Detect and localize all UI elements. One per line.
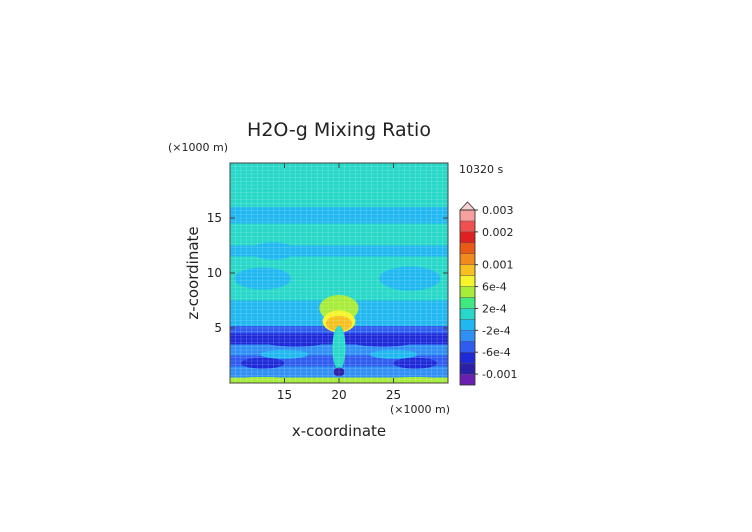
data-features [234,209,443,383]
y-tick-label: 5 [214,321,222,335]
x-unit-label: (×1000 m) [390,403,450,416]
y-unit-label: (×1000 m) [168,141,228,154]
plot-gridlines [230,163,448,383]
colorbar-swatch [459,297,476,309]
x-tick-label: 15 [277,388,292,402]
y-axis-ticks: 5 10 15 [207,211,448,335]
data-feature [240,357,285,369]
colorbar-swatch [459,286,476,298]
y-tick-label: 15 [207,211,222,225]
x-axis-ticks: 15 20 25 [277,163,401,402]
data-feature [333,367,345,377]
colorbar-label: -2e-4 [482,324,511,337]
colorbar-swatch [459,275,476,287]
colorbar-swatch [459,319,476,331]
data-feature [260,350,309,359]
colorbar-label: 2e-4 [482,302,507,315]
colorbar-frame [459,209,476,386]
time-label: 10320 s [459,163,503,176]
colorbar-swatch [459,341,476,353]
x-tick-label: 25 [386,388,401,402]
y-tick-label: 10 [207,266,222,280]
colorbar-label: 0.002 [482,226,514,239]
colorbar-label: -6e-4 [482,346,511,359]
colorbar-swatch [459,242,476,254]
data-feature [393,357,438,369]
data-feature [369,350,418,359]
colorbar-label: 0.003 [482,204,514,217]
x-axis-label: x-coordinate [292,422,386,440]
data-feature [379,266,441,291]
data-feature [235,376,290,383]
colorbar-label: -0.001 [482,368,517,381]
x-tick-label: 20 [331,388,346,402]
colorbar-swatch [459,209,476,222]
colorbar-label: 6e-4 [482,281,507,294]
y-axis-label: z-coordinate [184,226,202,319]
chart-title: H2O-g Mixing Ratio [247,119,431,141]
colorbar-top-arrow [459,201,476,211]
colorbar-label: 0.001 [482,259,514,272]
data-band [230,223,448,246]
data-feature [251,242,296,260]
data-feature [349,335,416,347]
colorbar-swatch [459,330,476,342]
colorbar [459,201,476,386]
colorbar-labels: 0.003 0.002 0.001 6e-4 2e-4 -2e-4 -6e-4 -0.001 [475,204,517,381]
data-feature [262,335,329,347]
data-band [230,190,448,207]
data-feature [332,325,346,370]
data-feature [234,267,292,290]
colorbar-swatch [459,351,476,364]
colorbar-swatch [459,362,476,375]
colorbar-swatch [459,373,476,386]
data-feature [325,315,353,332]
data-feature [388,376,443,383]
colorbar-swatch [459,253,476,265]
colorbar-swatch [459,264,476,276]
colorbar-swatch [459,220,476,233]
colorbar-swatch [459,231,476,244]
data-feature [366,209,421,223]
colorbar-swatch [459,308,476,320]
data-band [230,245,448,257]
plot-area [230,163,448,383]
